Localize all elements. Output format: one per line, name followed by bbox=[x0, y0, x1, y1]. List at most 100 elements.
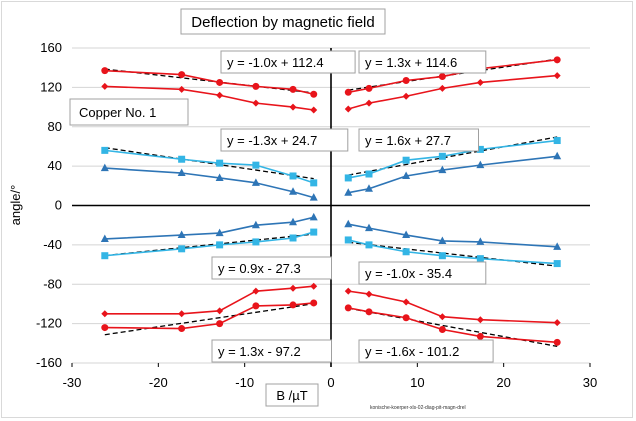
equation-label: y = -1.0x + 112.4 bbox=[227, 55, 324, 70]
data-point bbox=[476, 255, 484, 263]
data-point bbox=[365, 290, 373, 298]
data-point bbox=[289, 187, 298, 195]
data-point bbox=[344, 105, 352, 113]
data-point bbox=[178, 85, 186, 93]
data-point bbox=[344, 219, 353, 228]
equation-box bbox=[211, 339, 332, 363]
data-point bbox=[402, 76, 410, 84]
series-line bbox=[104, 216, 314, 240]
data-point bbox=[344, 174, 352, 182]
data-point bbox=[438, 73, 446, 81]
data-point bbox=[438, 313, 446, 321]
x-axis-label: B /µT bbox=[276, 388, 307, 403]
data-point bbox=[310, 228, 318, 236]
y-axis-label: angle/° bbox=[8, 185, 23, 226]
data-point bbox=[476, 145, 484, 153]
trendline bbox=[348, 241, 558, 267]
equation-box bbox=[358, 128, 479, 152]
data-point bbox=[101, 146, 109, 154]
series-line bbox=[104, 302, 314, 330]
x-tick-label: 10 bbox=[410, 375, 424, 390]
x-tick-label: 30 bbox=[583, 375, 597, 390]
data-point bbox=[553, 72, 561, 80]
data-point bbox=[289, 217, 298, 226]
y-tick-label: 160 bbox=[40, 40, 62, 55]
data-point bbox=[289, 234, 297, 242]
data-point bbox=[216, 78, 224, 86]
data-point bbox=[101, 67, 109, 75]
data-point bbox=[438, 236, 447, 244]
data-point bbox=[310, 106, 318, 114]
y-tick-label: 120 bbox=[40, 79, 62, 94]
series-line bbox=[348, 290, 558, 324]
equation-label: y = 1.3x + 114.6 bbox=[365, 55, 457, 70]
data-point bbox=[289, 172, 297, 180]
equation-box bbox=[211, 256, 332, 280]
data-point bbox=[553, 260, 561, 268]
equation-label: y = 0.9x - 27.3 bbox=[218, 261, 301, 276]
y-tick-label: -40 bbox=[43, 237, 62, 252]
data-point bbox=[100, 163, 109, 172]
data-point bbox=[553, 137, 561, 145]
data-point bbox=[252, 99, 260, 107]
data-point bbox=[289, 103, 297, 111]
data-point bbox=[344, 188, 353, 196]
trendline bbox=[104, 147, 314, 180]
data-point bbox=[476, 78, 484, 86]
series-line bbox=[348, 307, 558, 344]
data-point bbox=[101, 324, 109, 332]
x-tick-label: -30 bbox=[63, 375, 82, 390]
data-point bbox=[178, 310, 186, 318]
x-tick-label: -20 bbox=[149, 375, 168, 390]
data-point bbox=[178, 155, 186, 163]
data-point bbox=[289, 284, 297, 292]
data-point bbox=[344, 88, 352, 96]
equation-box bbox=[358, 339, 494, 363]
data-point bbox=[251, 178, 260, 186]
chart-title: Deflection by magnetic field bbox=[191, 14, 374, 31]
data-point bbox=[344, 287, 352, 295]
y-tick-label: 80 bbox=[48, 119, 62, 134]
series-line bbox=[348, 59, 558, 94]
data-point bbox=[216, 241, 224, 249]
data-point bbox=[553, 151, 562, 160]
data-point bbox=[438, 165, 447, 174]
equation-label: y = 1.3x - 97.2 bbox=[218, 344, 301, 359]
data-series bbox=[100, 56, 562, 346]
data-point bbox=[309, 212, 318, 221]
data-point bbox=[101, 82, 109, 90]
axes bbox=[71, 48, 591, 367]
data-point bbox=[216, 307, 224, 315]
data-point bbox=[344, 236, 352, 244]
y-tick-label: -160 bbox=[36, 355, 62, 370]
data-point bbox=[216, 159, 224, 167]
equation-box bbox=[358, 261, 487, 285]
data-point bbox=[438, 326, 446, 334]
data-point bbox=[476, 332, 484, 340]
data-point bbox=[365, 170, 373, 178]
data-point bbox=[476, 316, 484, 324]
data-point bbox=[252, 287, 260, 295]
series-line bbox=[348, 155, 558, 194]
x-tick-label: 0 bbox=[327, 375, 334, 390]
data-point bbox=[310, 179, 318, 187]
series-line bbox=[104, 285, 314, 315]
data-point bbox=[364, 223, 373, 232]
data-point bbox=[310, 90, 318, 98]
trendline-equations: y = -1.0x + 112.4 y = 1.3x + 114.6 y = -1.… bbox=[211, 50, 494, 363]
series-line bbox=[348, 74, 558, 110]
data-point bbox=[101, 252, 109, 260]
data-point bbox=[251, 220, 260, 229]
data-point bbox=[310, 282, 318, 290]
y-tick-label: 40 bbox=[48, 158, 62, 173]
series-line bbox=[104, 231, 314, 257]
data-point bbox=[310, 299, 318, 307]
data-point bbox=[553, 319, 561, 327]
data-point bbox=[364, 184, 373, 192]
data-point bbox=[553, 338, 561, 346]
data-point bbox=[402, 314, 410, 322]
data-point bbox=[100, 234, 109, 242]
data-point bbox=[438, 152, 446, 160]
equation-label: y = -1.3x + 24.7 bbox=[227, 133, 317, 148]
